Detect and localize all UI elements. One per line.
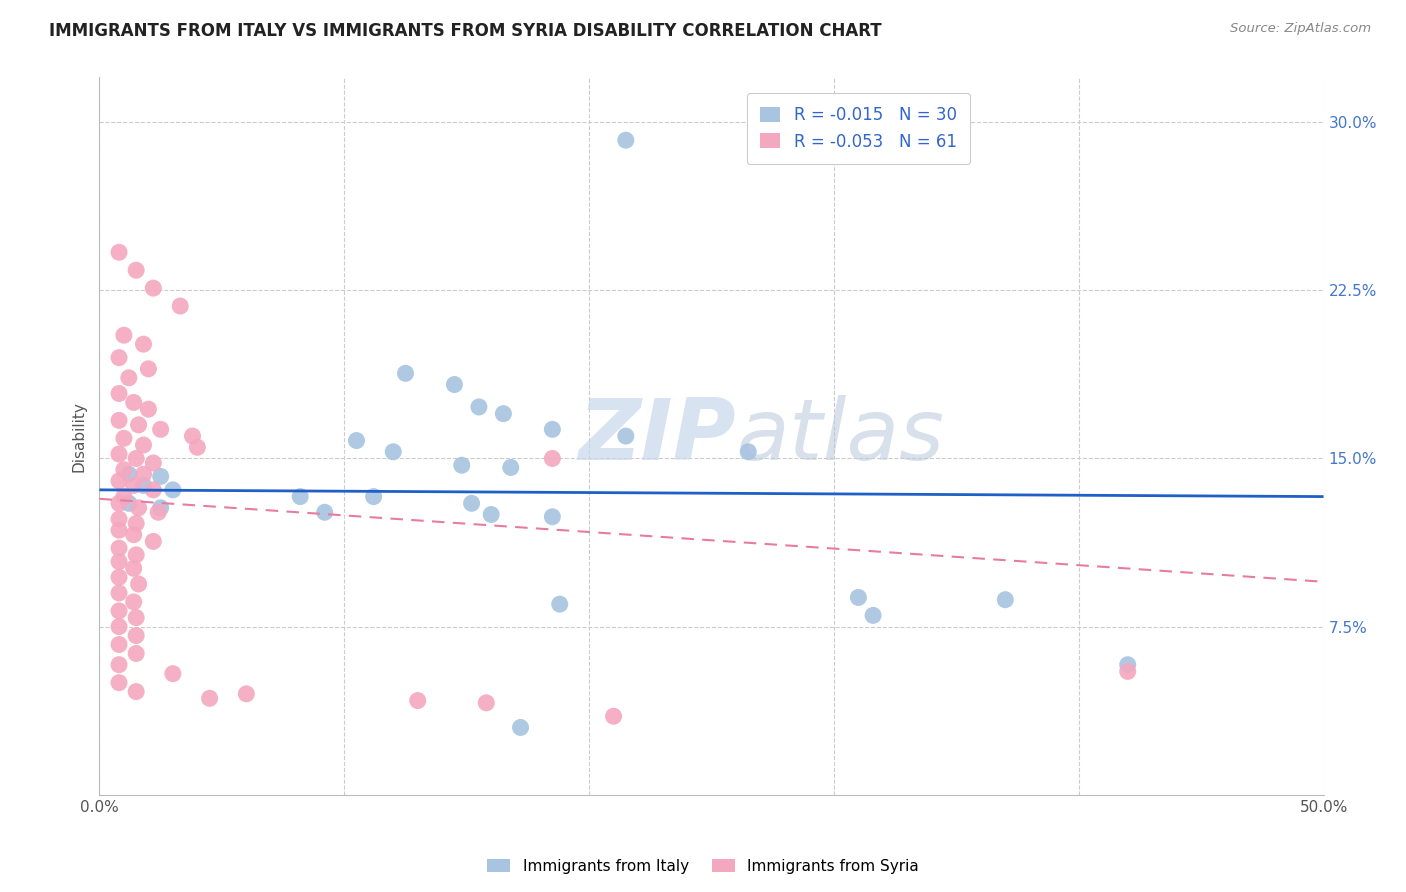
Point [108,386,131,401]
Point [346,434,368,448]
Point [108,413,131,427]
Point [125,610,148,624]
Point [128,577,150,591]
Point [181,429,204,443]
Point [118,467,141,482]
Point [614,429,637,443]
Point [468,400,491,414]
Point [138,361,160,376]
Text: IMMIGRANTS FROM ITALY VS IMMIGRANTS FROM SYRIA DISABILITY CORRELATION CHART: IMMIGRANTS FROM ITALY VS IMMIGRANTS FROM… [49,22,882,40]
Point [125,629,148,643]
Point [108,496,131,510]
Legend: Immigrants from Italy, Immigrants from Syria: Immigrants from Italy, Immigrants from S… [481,853,925,880]
Point [443,377,465,392]
Point [128,417,150,432]
Point [132,438,155,452]
Point [492,407,515,421]
Point [108,675,131,690]
Point [548,597,571,611]
Point [125,516,148,531]
Point [122,478,145,492]
Point [112,431,135,445]
Point [162,483,184,497]
Point [108,586,131,600]
Text: ZIP: ZIP [578,394,735,477]
Point [112,328,135,343]
Point [112,463,135,477]
Point [125,451,148,466]
Point [1116,665,1139,679]
Point [142,456,165,470]
Point [394,367,416,381]
Point [169,299,191,313]
Point [138,402,160,417]
Point [132,337,155,351]
Point [108,245,131,260]
Point [108,523,131,537]
Point [148,505,170,519]
Point [994,592,1017,607]
Point [314,505,336,519]
Point [737,444,759,458]
Point [541,422,564,436]
Point [128,500,150,515]
Text: Source: ZipAtlas.com: Source: ZipAtlas.com [1230,22,1371,36]
Point [614,133,637,147]
Point [602,709,624,723]
Legend: R = -0.015   N = 30, R = -0.053   N = 61: R = -0.015 N = 30, R = -0.053 N = 61 [747,93,970,164]
Point [132,467,155,482]
Point [108,570,131,584]
Point [541,509,564,524]
Point [125,647,148,661]
Y-axis label: Disability: Disability [72,401,86,472]
Point [235,687,257,701]
Point [108,512,131,526]
Point [108,555,131,569]
Point [108,351,131,365]
Point [186,440,208,454]
Point [122,527,145,541]
Point [142,483,165,497]
Point [475,696,498,710]
Point [142,281,165,295]
Point [108,619,131,633]
Point [363,490,385,504]
Point [132,478,155,492]
Point [541,451,564,466]
Point [118,496,141,510]
Point [125,548,148,562]
Text: atlas: atlas [735,394,943,477]
Point [112,490,135,504]
Point [382,444,405,458]
Point [125,263,148,277]
Point [479,508,502,522]
Point [1116,657,1139,672]
Point [108,604,131,618]
Point [125,684,148,698]
Point [108,447,131,461]
Point [198,691,221,706]
Point [406,693,429,707]
Point [108,541,131,556]
Point [108,657,131,672]
Point [460,496,482,510]
Point [118,371,141,385]
Point [290,490,312,504]
Point [509,721,531,735]
Point [122,561,145,575]
Point [122,395,145,409]
Point [108,638,131,652]
Point [142,534,165,549]
Point [149,469,172,483]
Point [848,591,870,605]
Point [862,608,884,623]
Point [149,500,172,515]
Point [450,458,472,473]
Point [499,460,522,475]
Point [149,422,172,436]
Point [122,595,145,609]
Point [162,666,184,681]
Point [108,474,131,488]
